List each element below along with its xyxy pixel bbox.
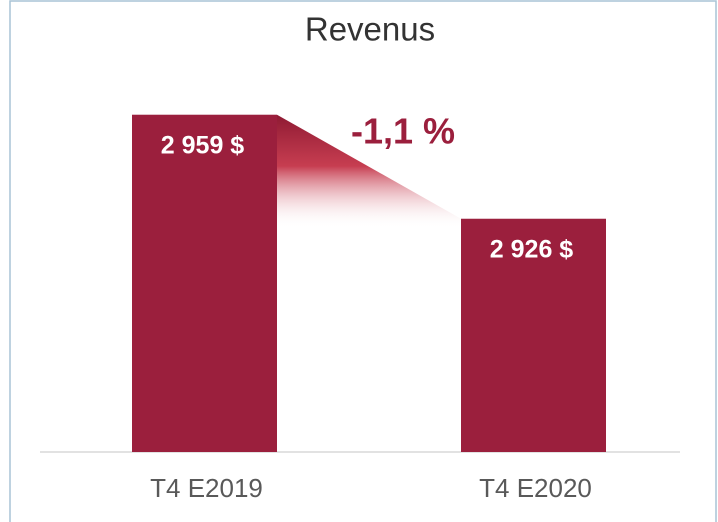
bar [461,218,606,452]
value-label: 2 959 $ [161,131,245,159]
change-annotation: -1,1 % [351,111,455,152]
value-label: 2 926 $ [490,235,574,263]
x-tick-label: T4 E2019 [150,473,263,503]
chart-title: Revenus [305,11,435,48]
x-tick-label: T4 E2020 [479,473,592,503]
change-connector [277,114,461,229]
frame [9,0,717,522]
bar [132,114,277,452]
